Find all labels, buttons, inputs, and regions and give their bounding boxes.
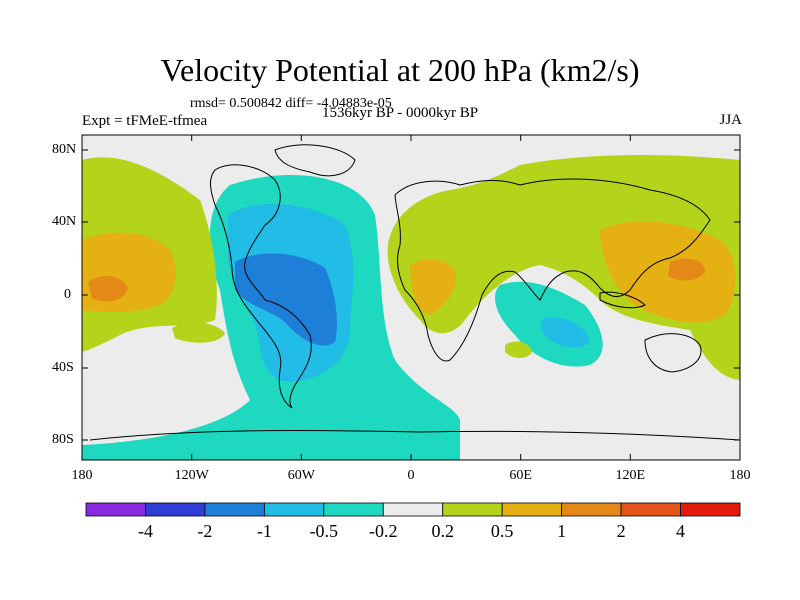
contour-plus1-asia xyxy=(668,258,705,281)
contour-plus1-pacific xyxy=(88,276,128,302)
colorbar-swatch xyxy=(680,502,741,517)
x-tick-label: 180 xyxy=(729,468,751,483)
colorbar-label: -4 xyxy=(137,521,153,541)
colorbar-label: 0.2 xyxy=(431,521,454,541)
x-tick-label: 60E xyxy=(509,468,532,483)
colorbar-label: 2 xyxy=(616,521,626,541)
colorbar-swatch xyxy=(501,502,563,517)
season-label: JJA xyxy=(719,112,742,128)
x-tick-label: 0 xyxy=(407,468,415,483)
colorbar-label: -1 xyxy=(256,521,272,541)
contour-plus05-pacific xyxy=(82,232,177,313)
contour-plus05-africa xyxy=(410,258,456,315)
colorbar-swatch xyxy=(620,502,681,517)
colorbar-swatch xyxy=(323,502,384,517)
contour-minus05-indian xyxy=(540,317,590,348)
colorbar-label: 4 xyxy=(676,521,686,541)
coastlines xyxy=(89,144,740,441)
colorbar-swatch xyxy=(85,502,146,517)
contour-plus02-pacific-s xyxy=(172,322,225,343)
y-tick-label: 40S xyxy=(52,360,74,375)
colorbar-label: -0.2 xyxy=(369,521,398,541)
y-tick-label: 40N xyxy=(52,214,77,229)
x-tick-label: 120W xyxy=(174,468,209,483)
y-tick-label: 80N xyxy=(52,142,77,157)
colorbar-label: -0.5 xyxy=(309,521,339,541)
y-tick-label: 80S xyxy=(52,432,74,447)
colorbar-swatch xyxy=(382,502,444,517)
contour-plus02-s-atlantic xyxy=(505,341,532,358)
period-label: 1536kyr BP - 0000kyr BP xyxy=(322,105,479,121)
map-title: Velocity Potential at 200 hPa (km2/s) xyxy=(160,52,640,88)
colorbar xyxy=(85,502,741,517)
contour-field xyxy=(82,135,740,460)
contour-plus05-asia xyxy=(600,221,736,323)
contour-minus1 xyxy=(235,253,337,346)
colorbar-label: -2 xyxy=(197,521,213,541)
colorbar-swatch xyxy=(561,502,622,517)
colorbar-swatch xyxy=(442,502,503,517)
tick-marks xyxy=(81,135,741,460)
x-tick-label: 180 xyxy=(71,468,93,483)
stats-text: rmsd= 0.500842 diff= -4.04883e-05 xyxy=(190,96,392,111)
colorbar-swatch xyxy=(204,502,265,517)
x-tick-label: 60W xyxy=(287,468,315,483)
colorbar-label: 0.5 xyxy=(490,521,514,541)
colorbar-swatch xyxy=(145,502,206,517)
x-tick-label: 120E xyxy=(615,468,646,483)
colorbar-label: 1 xyxy=(557,521,567,541)
y-tick-label: 0 xyxy=(64,287,71,302)
experiment-label: Expt = tFMeE-tfmea xyxy=(82,113,208,129)
contour-plus02-eurasia xyxy=(387,155,740,380)
colorbar-swatch xyxy=(263,502,325,517)
